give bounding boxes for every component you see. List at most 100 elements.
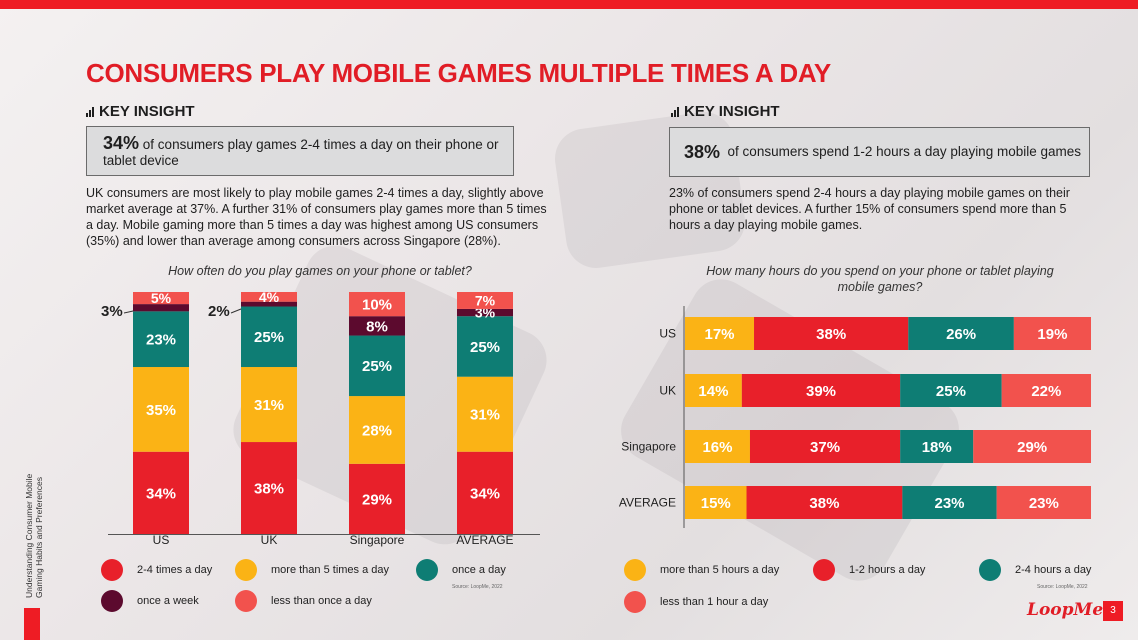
bar-segment bbox=[133, 304, 189, 312]
key-insight-label: KEY INSIGHT bbox=[99, 103, 195, 120]
bar-value-label: 23% bbox=[1029, 495, 1059, 512]
legend-item: more than 5 times a day bbox=[235, 559, 389, 581]
legend-swatch bbox=[101, 559, 123, 581]
category-label: AVERAGE bbox=[619, 496, 676, 510]
bar-segment bbox=[241, 367, 297, 443]
legend-swatch bbox=[624, 559, 646, 581]
legend-label: 2-4 hours a day bbox=[1015, 564, 1092, 576]
legend-swatch bbox=[416, 559, 438, 581]
bar-value-label: 17% bbox=[704, 326, 734, 343]
bar-value-label: 38% bbox=[816, 326, 846, 343]
legend-swatch bbox=[979, 559, 1001, 581]
bar-value-label: 4% bbox=[259, 289, 280, 305]
legend-swatch bbox=[624, 591, 646, 613]
bar-segment bbox=[685, 430, 750, 463]
bar-value-label: 7% bbox=[475, 293, 496, 309]
bar-segment bbox=[685, 317, 755, 350]
bar-segment bbox=[133, 451, 189, 534]
legend-label: more than 5 times a day bbox=[271, 564, 390, 576]
key-insight-heading-left: KEY INSIGHT bbox=[86, 103, 195, 120]
legend-label: 2-4 times a day bbox=[137, 564, 213, 576]
bar-segment bbox=[241, 306, 297, 368]
legend-item: 1-2 hours a day bbox=[813, 559, 925, 581]
uk-once-a-week-label: 2% bbox=[208, 303, 230, 320]
side-accent-bar bbox=[24, 608, 40, 640]
key-insight-box-right: 38% of consumers spend 1-2 hours a day p… bbox=[669, 127, 1090, 177]
source-note-left: Source: LoopMe, 2022 bbox=[452, 584, 503, 590]
bar-value-label: 5% bbox=[151, 290, 172, 306]
source-note-right: Source: LoopMe, 2022 bbox=[1037, 584, 1088, 590]
bar-segment bbox=[457, 316, 513, 377]
category-label: UK bbox=[261, 533, 278, 547]
category-label: US bbox=[659, 327, 676, 341]
body-line: a day. Mobile gaming more than 5 times a… bbox=[86, 218, 539, 232]
bar-value-label: 25% bbox=[254, 329, 284, 346]
chart-question-right: How many hours do you spend on your phon… bbox=[660, 263, 1100, 295]
bar-value-label: 18% bbox=[922, 439, 952, 456]
loopme-logo: LoopMe bbox=[1027, 600, 1104, 620]
bar-value-label: 23% bbox=[146, 332, 176, 349]
body-line: phone or tablet devices. A further 15% o… bbox=[669, 202, 1067, 216]
body-line: market average at 37%. A further 31% of … bbox=[86, 202, 547, 216]
bar-value-label: 39% bbox=[806, 383, 836, 400]
bar-segment bbox=[1001, 374, 1091, 407]
bar-segment bbox=[996, 486, 1091, 519]
bar-segment bbox=[133, 311, 189, 368]
bar-segment bbox=[457, 308, 513, 317]
highlight-percentage: 38% bbox=[684, 142, 721, 162]
bar-value-label: 14% bbox=[698, 383, 728, 400]
bar-segment bbox=[349, 335, 405, 397]
category-label: UK bbox=[659, 384, 676, 398]
bar-segment bbox=[900, 374, 1002, 407]
bar-segment bbox=[685, 486, 747, 519]
bar-segment bbox=[900, 430, 974, 463]
chart-question-line: mobile games? bbox=[837, 280, 923, 294]
legend-swatch bbox=[235, 590, 257, 612]
us-once-a-week-label: 3% bbox=[101, 303, 123, 320]
right-body-text: 23% of consumers spend 2-4 hours a day p… bbox=[669, 185, 1099, 233]
chart-question-left: How often do you play games on your phon… bbox=[168, 264, 472, 278]
bar-value-label: 31% bbox=[254, 397, 284, 414]
page-title: CONSUMERS PLAY MOBILE GAMES MULTIPLE TIM… bbox=[86, 58, 831, 88]
category-label: Singapore bbox=[621, 440, 676, 454]
bar-segment bbox=[349, 463, 405, 534]
bar-segment bbox=[749, 430, 901, 463]
bar-value-label: 16% bbox=[702, 439, 732, 456]
bar-value-label: 25% bbox=[362, 358, 392, 375]
bar-value-label: 19% bbox=[1037, 326, 1067, 343]
bar-value-label: 28% bbox=[362, 422, 392, 439]
side-caption: Understanding Consumer Mobile Gaming Hab… bbox=[24, 474, 44, 598]
bar-segment bbox=[902, 486, 997, 519]
body-line: (35%) and lower than average among consu… bbox=[86, 234, 501, 248]
label-leader-line bbox=[123, 310, 134, 314]
body-line: 23% of consumers spend 2-4 hours a day p… bbox=[669, 186, 1070, 200]
bar-chart-icon bbox=[671, 106, 679, 117]
legend-item: once a day bbox=[416, 559, 506, 581]
legend-swatch bbox=[813, 559, 835, 581]
body-line: UK consumers are most likely to play mob… bbox=[86, 186, 544, 200]
bar-value-label: 10% bbox=[362, 297, 392, 314]
bar-value-label: 35% bbox=[146, 402, 176, 419]
legend-label: less than once a day bbox=[271, 595, 372, 607]
bar-segment bbox=[1013, 317, 1091, 350]
key-insight-box-left: 34% of consumers play games 2-4 times a … bbox=[86, 126, 514, 176]
legend-label: less than 1 hour a day bbox=[660, 596, 769, 608]
bar-value-label: 25% bbox=[936, 383, 966, 400]
legend-item: 2-4 hours a day bbox=[979, 559, 1091, 581]
bar-segment bbox=[741, 374, 901, 407]
bar-value-label: 37% bbox=[810, 439, 840, 456]
legend-label: once a day bbox=[452, 564, 506, 576]
highlight-text: tablet device bbox=[103, 153, 179, 168]
bar-segment bbox=[241, 301, 297, 307]
bar-segment bbox=[973, 430, 1091, 463]
legend-item: 2-4 times a day bbox=[101, 559, 212, 581]
bar-segment bbox=[133, 292, 189, 305]
legend-swatch bbox=[101, 590, 123, 612]
bar-segment bbox=[241, 292, 297, 302]
bar-value-label: 22% bbox=[1031, 383, 1061, 400]
legend-label: 1-2 hours a day bbox=[849, 564, 926, 576]
bar-segment bbox=[754, 317, 909, 350]
bar-segment bbox=[133, 367, 189, 452]
bar-value-label: 34% bbox=[146, 485, 176, 502]
